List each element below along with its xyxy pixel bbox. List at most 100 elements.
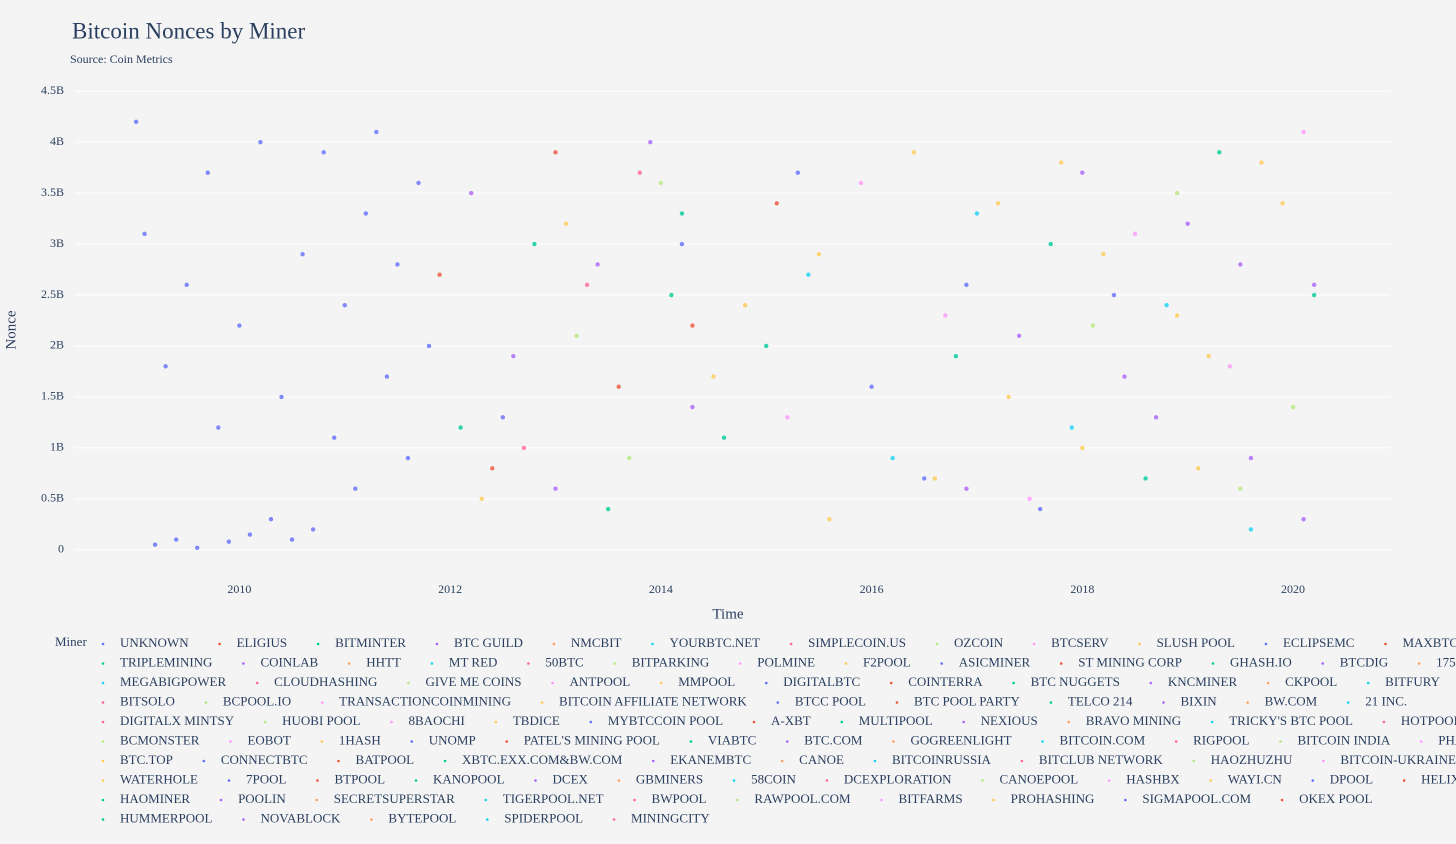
- legend-item[interactable]: TIGERPOOL.NET: [484, 791, 604, 806]
- legend-item[interactable]: BTPOOL: [316, 771, 385, 786]
- legend-item[interactable]: CONNECTBTC: [202, 752, 308, 767]
- legend-item[interactable]: MININGCITY: [612, 810, 711, 825]
- legend-item[interactable]: BYTEPOOL: [370, 810, 456, 825]
- legend-item[interactable]: XBTC.EXX.COM&BW.COM: [443, 752, 623, 767]
- legend-item[interactable]: BIXIN: [1162, 693, 1217, 708]
- legend-item[interactable]: BTC GUILD: [435, 635, 523, 650]
- legend-item[interactable]: BITSOLO: [101, 693, 175, 708]
- legend-item[interactable]: ELIGIUS: [218, 635, 287, 650]
- legend-item[interactable]: MT RED: [430, 654, 498, 669]
- legend-item[interactable]: PHASH.IO: [1419, 732, 1456, 747]
- legend-item[interactable]: BCPOOL.IO: [204, 693, 292, 708]
- legend-item[interactable]: MEGABIGPOWER: [101, 674, 227, 689]
- legend-item[interactable]: TRIPLEMINING: [101, 654, 213, 669]
- legend-item[interactable]: ANTPOOL: [551, 674, 630, 689]
- legend-item[interactable]: 7POOL: [227, 771, 287, 786]
- legend-item[interactable]: HUMMERPOOL: [101, 810, 213, 825]
- legend-item[interactable]: RIGPOOL: [1174, 732, 1250, 747]
- legend-item[interactable]: CANOEPOOL: [981, 771, 1078, 786]
- legend-item[interactable]: ASICMINER: [940, 654, 1031, 669]
- legend-item[interactable]: HHTT: [347, 654, 401, 669]
- legend-item[interactable]: HAOMINER: [101, 791, 191, 806]
- legend-item[interactable]: RAWPOOL.COM: [736, 791, 851, 806]
- legend-item[interactable]: WAYI.CN: [1209, 771, 1282, 786]
- legend-item[interactable]: 50BTC: [527, 654, 584, 669]
- legend-item[interactable]: 58COIN: [732, 771, 797, 786]
- legend-item[interactable]: EOBOT: [229, 732, 291, 747]
- legend-item[interactable]: CANOE: [780, 752, 844, 767]
- legend-item[interactable]: UNOMP: [410, 732, 476, 747]
- legend-item[interactable]: MYBTCCOIN POOL: [589, 713, 724, 728]
- legend-item[interactable]: BTC.COM: [785, 732, 863, 747]
- legend-item[interactable]: COINTERRA: [889, 674, 983, 689]
- legend-item[interactable]: OKEX POOL: [1280, 791, 1373, 806]
- legend-item[interactable]: SLUSH POOL: [1138, 635, 1235, 650]
- legend-item[interactable]: BW.COM: [1246, 693, 1318, 708]
- legend-item[interactable]: BTCDIG: [1321, 654, 1388, 669]
- legend-item[interactable]: BRAVO MINING: [1067, 713, 1181, 728]
- legend-item[interactable]: POOLIN: [219, 791, 287, 806]
- legend-item[interactable]: YOURBTC.NET: [651, 635, 760, 650]
- legend-item[interactable]: GIVE ME COINS: [407, 674, 522, 689]
- legend-item[interactable]: BITCOINRUSSIA: [873, 752, 992, 767]
- legend-item[interactable]: 175BTC: [1417, 654, 1456, 669]
- legend-item[interactable]: A-XBT: [752, 713, 811, 728]
- legend-item[interactable]: CKPOOL: [1266, 674, 1337, 689]
- legend-item[interactable]: BITCLUB NETWORK: [1020, 752, 1164, 767]
- legend-item[interactable]: PATEL'S MINING POOL: [505, 732, 660, 747]
- legend-item[interactable]: BITFARMS: [880, 791, 963, 806]
- legend-item[interactable]: TRICKY'S BTC POOL: [1210, 713, 1353, 728]
- legend-item[interactable]: BITCOIN INDIA: [1279, 732, 1391, 747]
- legend-item[interactable]: BATPOOL: [337, 752, 414, 767]
- legend-item[interactable]: BITCOIN-UKRAINE: [1322, 752, 1456, 767]
- legend-item[interactable]: BCMONSTER: [101, 732, 200, 747]
- legend-item[interactable]: DCEX: [534, 771, 589, 786]
- legend-item[interactable]: SECRETSUPERSTAR: [315, 791, 455, 806]
- legend-item[interactable]: WATERHOLE: [101, 771, 198, 786]
- legend-item[interactable]: BWPOOL: [633, 791, 706, 806]
- legend-item[interactable]: CLOUDHASHING: [255, 674, 378, 689]
- legend-item[interactable]: HOTPOOL: [1382, 713, 1456, 728]
- legend-item[interactable]: NEXIOUS: [962, 713, 1038, 728]
- legend-item[interactable]: MMPOOL: [659, 674, 735, 689]
- legend-item[interactable]: NOVABLOCK: [242, 810, 341, 825]
- legend-item[interactable]: F2POOL: [844, 654, 911, 669]
- legend-item[interactable]: 1HASH: [320, 732, 381, 747]
- legend-item[interactable]: 21 INC.: [1346, 693, 1407, 708]
- legend-item[interactable]: TELCO 214: [1049, 693, 1133, 708]
- legend-item[interactable]: HUOBI POOL: [263, 713, 361, 728]
- legend-item[interactable]: EKANEMBTC: [651, 752, 751, 767]
- legend-item[interactable]: BTCSERV: [1032, 635, 1109, 650]
- legend-item[interactable]: BITCOIN AFFILIATE NETWORK: [540, 693, 748, 708]
- legend-item[interactable]: BITMINTER: [316, 635, 406, 650]
- legend-item[interactable]: HAOZHUZHU: [1192, 752, 1293, 767]
- legend-item[interactable]: DPOOL: [1311, 771, 1373, 786]
- legend-item[interactable]: DCEXPLORATION: [825, 771, 953, 786]
- legend-item[interactable]: UNKNOWN: [101, 635, 190, 650]
- legend-item[interactable]: SIGMAPOOL.COM: [1124, 791, 1252, 806]
- legend-item[interactable]: BITCOIN.COM: [1041, 732, 1146, 747]
- legend-item[interactable]: BTC POOL PARTY: [895, 693, 1021, 708]
- legend-item[interactable]: GHASH.IO: [1211, 654, 1292, 669]
- legend-item[interactable]: OZCOIN: [935, 635, 1004, 650]
- legend-item[interactable]: PROHASHING: [992, 791, 1094, 806]
- legend-item[interactable]: TRANSACTIONCOINMINING: [320, 693, 511, 708]
- legend-item[interactable]: BITFURY: [1366, 674, 1441, 689]
- legend-item[interactable]: HASHBX: [1107, 771, 1180, 786]
- legend-item[interactable]: KNCMINER: [1149, 674, 1238, 689]
- legend-item[interactable]: 8BAOCHI: [390, 713, 465, 728]
- legend-item[interactable]: NMCBIT: [552, 635, 622, 650]
- legend-item[interactable]: BITPARKING: [613, 654, 709, 669]
- legend-item[interactable]: KANOPOOL: [414, 771, 505, 786]
- legend-item[interactable]: SIMPLECOIN.US: [789, 635, 906, 650]
- legend-item[interactable]: ST MINING CORP: [1059, 654, 1182, 669]
- legend-item[interactable]: DIGITALX MINTSY: [101, 713, 235, 728]
- legend-item[interactable]: BTC NUGGETS: [1012, 674, 1120, 689]
- legend-item[interactable]: BTCC POOL: [776, 693, 867, 708]
- legend-item[interactable]: TBDICE: [494, 713, 560, 728]
- legend-item[interactable]: MAXBTC: [1384, 635, 1456, 650]
- legend-item[interactable]: ECLIPSEMC: [1264, 635, 1355, 650]
- legend-item[interactable]: GOGREENLIGHT: [892, 732, 1012, 747]
- legend-item[interactable]: POLMINE: [738, 654, 815, 669]
- legend-item[interactable]: SPIDERPOOL: [485, 810, 583, 825]
